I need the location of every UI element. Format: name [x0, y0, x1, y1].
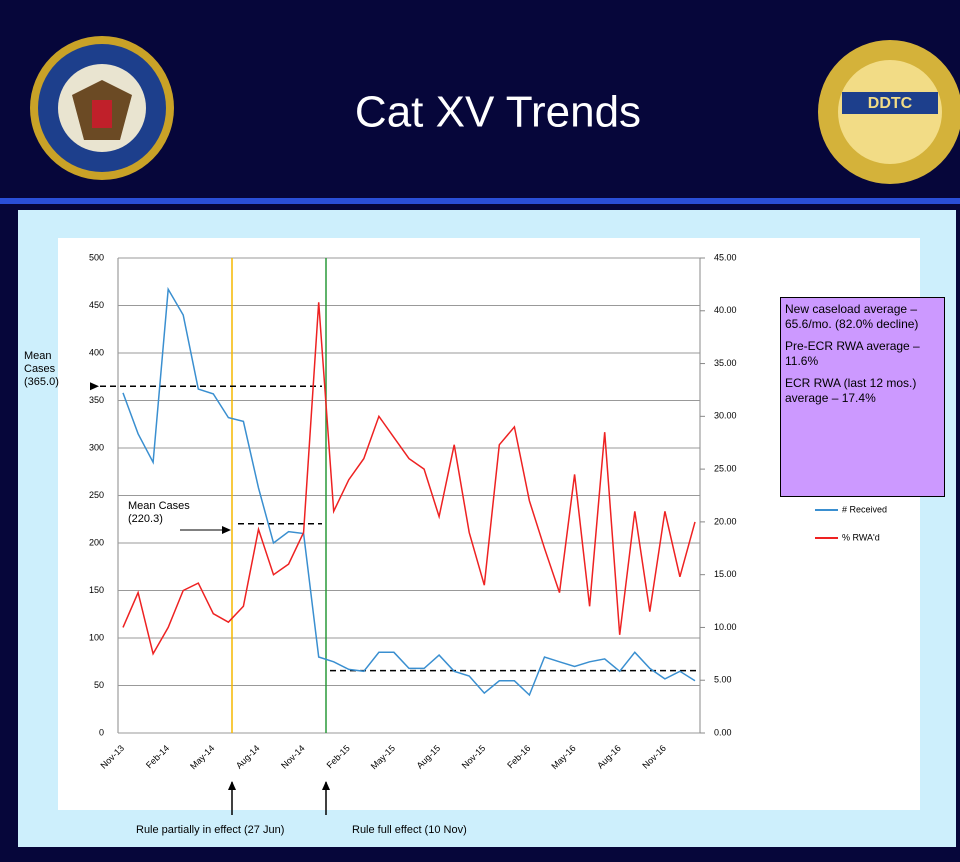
- y2-tick-label: 10.00: [714, 622, 737, 632]
- series-line: [122, 302, 696, 656]
- y2-tick-label: 25.00: [714, 463, 737, 473]
- y2-tick-label: 30.00: [714, 411, 737, 421]
- y-tick-label: 500: [89, 252, 104, 262]
- y-tick-label: 450: [89, 300, 104, 310]
- y2-tick-label: 20.00: [714, 516, 737, 526]
- legend-label: # Received: [842, 504, 887, 514]
- y-tick-label: 100: [89, 632, 104, 642]
- y2-tick-label: 35.00: [714, 358, 737, 368]
- event-label: Rule full effect (10 Nov): [352, 824, 467, 836]
- note: Pre-ECR RWA average – 11.6%: [785, 339, 920, 368]
- note-box: New caseload average – 65.6/mo. (82.0% d…: [780, 297, 945, 497]
- arrow-head: [222, 526, 231, 534]
- logo-text: DDTC: [868, 95, 913, 112]
- y-tick-label: 300: [89, 442, 104, 452]
- y-tick-label: 150: [89, 585, 104, 595]
- note: New caseload average – 65.6/mo. (82.0% d…: [785, 302, 919, 331]
- y-tick-label: 200: [89, 537, 104, 547]
- mean-label: Mean Cases (365.0): [24, 350, 59, 388]
- y2-tick-label: 5.00: [714, 675, 732, 685]
- y2-tick-label: 40.00: [714, 305, 737, 315]
- y2-tick-label: 0.00: [714, 727, 732, 737]
- event-label: Rule partially in effect (27 Jun): [136, 824, 284, 836]
- chart-title: Cat XV Trends: [355, 88, 641, 137]
- series-line: [122, 286, 696, 697]
- header-rule: [0, 198, 960, 204]
- y-tick-label: 0: [99, 727, 104, 737]
- arrow-head: [228, 781, 236, 790]
- chart-area: [58, 238, 920, 810]
- arrow-head: [322, 781, 330, 790]
- note: ECR RWA (last 12 mos.) average – 17.4%: [785, 376, 917, 405]
- y2-tick-label: 15.00: [714, 569, 737, 579]
- y-tick-label: 400: [89, 347, 104, 357]
- seal: [30, 36, 174, 180]
- y-tick-label: 350: [89, 395, 104, 405]
- arrow-head: [90, 382, 99, 391]
- ddtc-logo: [818, 40, 960, 184]
- mean-label: Mean Cases (220.3): [128, 500, 190, 525]
- legend-label: % RWA'd: [842, 532, 880, 542]
- y-tick-label: 250: [89, 490, 104, 500]
- y-tick-label: 50: [94, 680, 104, 690]
- y2-tick-label: 45.00: [714, 252, 737, 262]
